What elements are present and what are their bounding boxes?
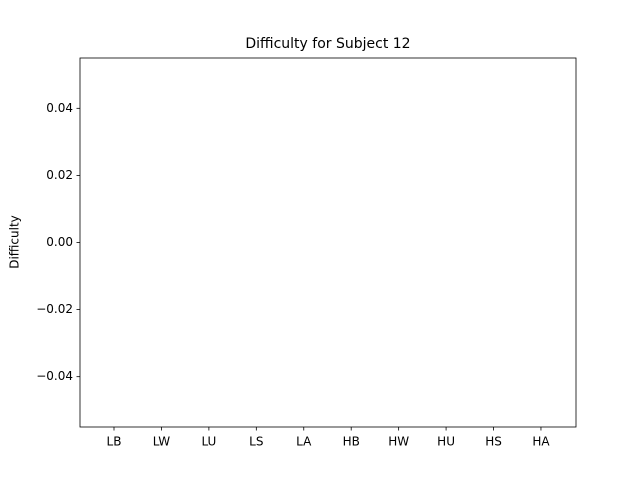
- y-tick-label: 0.00: [46, 235, 73, 249]
- x-tick-label: LU: [201, 435, 216, 449]
- x-tick-label: LB: [107, 435, 122, 449]
- x-tick-label: HA: [532, 435, 550, 449]
- x-tick-label: HU: [437, 435, 455, 449]
- chart-title: Difficulty for Subject 12: [245, 36, 410, 52]
- x-tick-label: LW: [153, 435, 171, 449]
- plot-frame: [79, 57, 577, 428]
- x-tick-label: HS: [485, 435, 502, 449]
- y-tick-label: −0.02: [36, 302, 73, 316]
- x-tick-label: HB: [343, 435, 360, 449]
- y-axis-label: Difficulty: [8, 215, 22, 269]
- x-tick-label: LA: [296, 435, 312, 449]
- x-tick-label: LS: [249, 435, 263, 449]
- y-tick-label: −0.04: [36, 369, 73, 383]
- y-tick-label: 0.02: [46, 168, 73, 182]
- x-tick-label: HW: [388, 435, 409, 449]
- y-tick-label: 0.04: [46, 101, 73, 115]
